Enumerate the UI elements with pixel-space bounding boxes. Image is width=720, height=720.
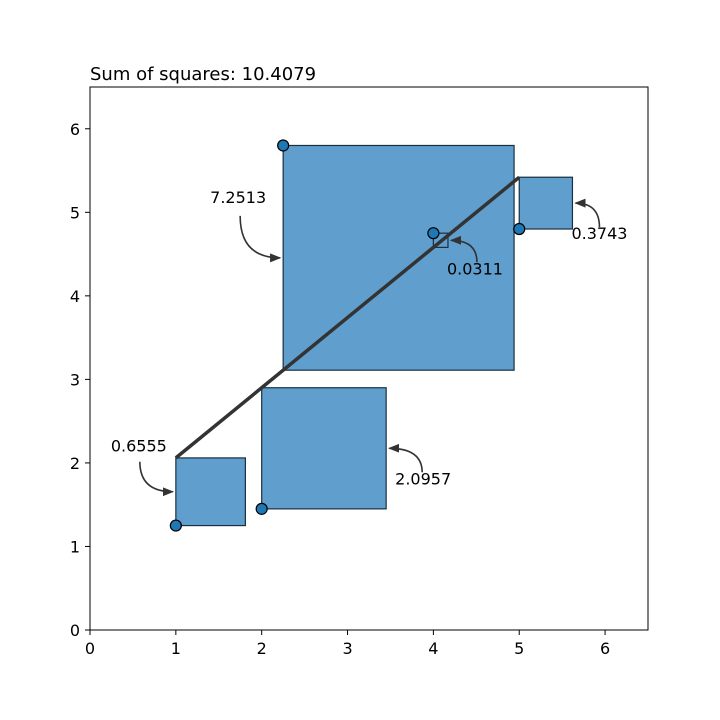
annotation-arrow-2 bbox=[388, 443, 423, 473]
data-point-2 bbox=[255, 502, 268, 515]
annotation-label-3: 7.2513 bbox=[210, 188, 266, 207]
annotation-label-1: 0.6555 bbox=[111, 437, 167, 456]
fit-line bbox=[174, 175, 521, 460]
y-tick-label-2: 2 bbox=[70, 454, 80, 473]
annotation-label-5: 0.3743 bbox=[571, 224, 627, 243]
annotation-arrow-1 bbox=[139, 461, 174, 497]
chart-title: Sum of squares: 10.4079 bbox=[90, 64, 316, 85]
y-tick-label-0: 0 bbox=[70, 621, 80, 640]
y-tick-label-4: 4 bbox=[70, 287, 80, 306]
x-tick-label-3: 3 bbox=[342, 639, 352, 658]
annotations-layer: 0.6555 2.0957 7.2513 0.0311 0.3743 bbox=[111, 188, 627, 497]
residual-square-2 bbox=[261, 387, 387, 510]
annotation-label-4: 0.0311 bbox=[447, 259, 503, 278]
y-tick-label-1: 1 bbox=[70, 537, 80, 556]
x-tick-label-6: 6 bbox=[600, 639, 610, 658]
x-tick-label-0: 0 bbox=[85, 639, 95, 658]
x-axis-ticks: 0 1 2 3 4 5 6 bbox=[85, 630, 610, 658]
fit-line-layer bbox=[174, 175, 521, 460]
x-tick-label-1: 1 bbox=[171, 639, 181, 658]
annotation-label-2: 2.0957 bbox=[395, 469, 451, 488]
data-point-4 bbox=[427, 227, 440, 240]
axes-frame bbox=[89, 86, 649, 631]
annotation-arrow-5 bbox=[574, 198, 601, 228]
residual-square-1 bbox=[175, 457, 246, 527]
x-tick-label-4: 4 bbox=[428, 639, 438, 658]
data-point-3 bbox=[277, 139, 290, 152]
residual-square-3 bbox=[282, 144, 515, 371]
data-point-1 bbox=[169, 519, 182, 532]
annotation-arrow-3 bbox=[239, 215, 282, 263]
y-axis-ticks: 0 1 2 3 4 5 6 bbox=[70, 120, 90, 640]
y-tick-label-5: 5 bbox=[70, 203, 80, 222]
annotation-arrow-4 bbox=[449, 235, 478, 263]
y-tick-label-6: 6 bbox=[70, 120, 80, 139]
data-point-5 bbox=[513, 222, 526, 236]
squares-layer bbox=[175, 144, 574, 527]
points-layer bbox=[169, 139, 526, 532]
residual-square-5 bbox=[518, 176, 574, 230]
x-tick-label-5: 5 bbox=[514, 639, 524, 658]
y-tick-label-3: 3 bbox=[70, 370, 80, 389]
x-tick-label-2: 2 bbox=[257, 639, 267, 658]
